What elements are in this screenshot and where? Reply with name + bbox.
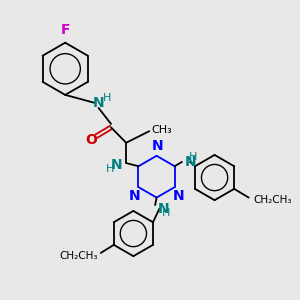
- Text: H: H: [189, 152, 197, 162]
- Text: F: F: [61, 23, 70, 38]
- Text: N: N: [152, 139, 164, 153]
- Text: N: N: [111, 158, 123, 172]
- Text: N: N: [93, 96, 104, 110]
- Text: O: O: [85, 133, 97, 147]
- Text: CH₂CH₃: CH₂CH₃: [59, 251, 98, 261]
- Text: N: N: [129, 189, 141, 203]
- Text: N: N: [172, 189, 184, 203]
- Text: N: N: [158, 202, 170, 216]
- Text: H: H: [106, 164, 114, 174]
- Text: H: H: [103, 93, 111, 103]
- Text: CH₂CH₃: CH₂CH₃: [253, 195, 292, 205]
- Text: CH₃: CH₃: [152, 125, 172, 135]
- Text: H: H: [162, 208, 170, 218]
- Text: N: N: [185, 155, 197, 169]
